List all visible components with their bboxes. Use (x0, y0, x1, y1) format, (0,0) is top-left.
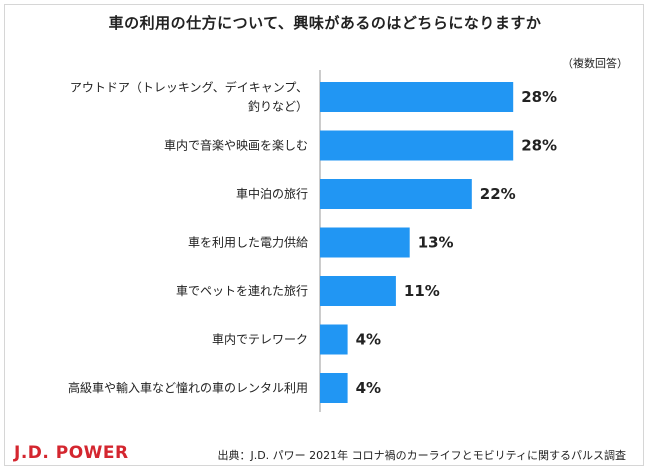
bar-4 (320, 276, 396, 306)
bar-3 (320, 227, 410, 258)
bar-6 (320, 373, 348, 403)
chart-title: 車の利用の仕方について、興味があるのはどちらになりますか (108, 14, 542, 32)
category-label-3: 車を利用した電力供給 (188, 236, 308, 250)
value-label-1: 28% (521, 137, 557, 155)
category-label-0-line-0: アウトドア（トレッキング、デイキャンプ、 (70, 80, 308, 95)
bar-0 (320, 82, 514, 112)
value-label-0: 28% (521, 88, 557, 106)
value-label-2: 22% (480, 185, 516, 203)
category-label-0-line-1: 釣りなど） (248, 99, 308, 114)
bar-5 (320, 324, 348, 355)
bar-2 (320, 179, 472, 209)
value-label-3: 13% (418, 234, 454, 252)
category-label-4: 車でペットを連れた旅行 (176, 284, 308, 298)
value-label-4: 11% (404, 282, 440, 300)
chart-frame (4, 4, 644, 466)
jd-power-logo: J.D. POWER (14, 443, 129, 463)
multiple-answer-note: （複数回答） (562, 57, 628, 70)
category-label-6: 高級車や輸入車など憧れの車のレンタル利用 (68, 380, 308, 395)
source-note: 出典：J.D. パワー 2021年 コロナ禍のカーライフとモビリティに関するパル… (217, 449, 626, 462)
value-label-5: 4% (356, 331, 381, 349)
bar-1 (320, 130, 514, 161)
value-label-6: 4% (356, 379, 381, 397)
category-label-5: 車内でテレワーク (212, 333, 308, 347)
category-label-2: 車中泊の旅行 (236, 186, 308, 201)
category-label-1: 車内で音楽や映画を楽しむ (164, 138, 308, 153)
